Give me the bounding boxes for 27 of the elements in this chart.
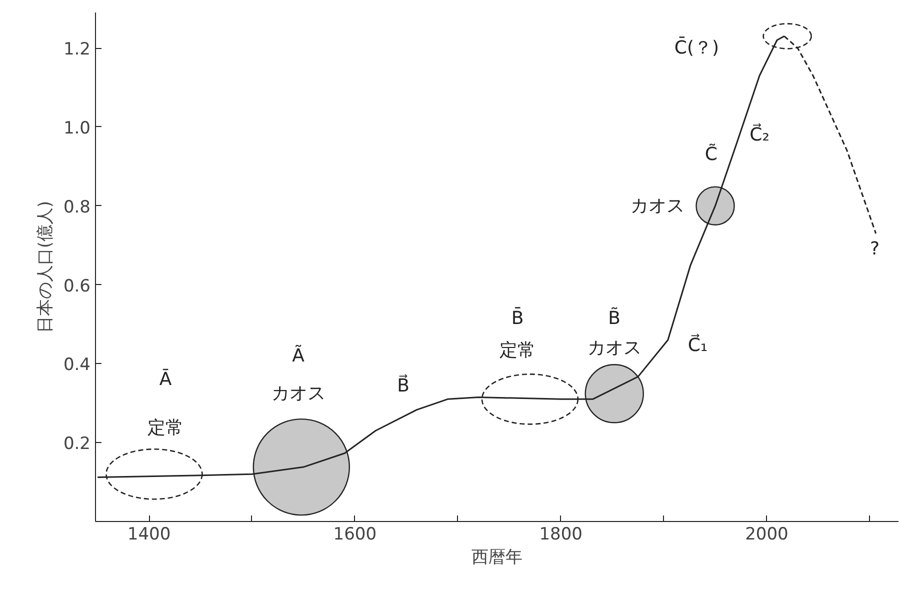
y-axis-title: 日本の人口(億人): [35, 200, 56, 334]
annotation: C⃗₁: [688, 334, 708, 356]
x-tick-label: 1600: [333, 524, 377, 544]
y-tick-label: 1.2: [63, 40, 91, 60]
annotation: C̄(？): [674, 36, 720, 59]
annotation: Ā: [159, 368, 172, 390]
annotation: Ã: [292, 344, 306, 366]
annotation: B⃗: [397, 374, 410, 396]
annotation: C⃗₂: [750, 123, 770, 146]
y-tick-label: 0.6: [63, 276, 91, 296]
y-tick-label: 0.4: [63, 355, 91, 376]
x-axis-title: 西暦年: [472, 548, 522, 568]
annotation: C̃: [704, 142, 718, 166]
y-tick-label: 0.8: [63, 197, 91, 218]
y-tick-label: 0.2: [63, 434, 91, 454]
annotation: カオス: [271, 383, 326, 404]
annotation: 定常: [500, 340, 536, 361]
annotation: B̄: [511, 306, 524, 329]
annotation: B̃: [608, 306, 621, 329]
x-tick-label: 2000: [745, 524, 788, 544]
annotation: カオス: [630, 195, 685, 216]
annotation: ?: [870, 238, 880, 260]
x-tick-label: 1800: [539, 524, 582, 544]
annotation: 定常: [148, 417, 184, 438]
y-tick-label: 1.0: [63, 118, 91, 138]
x-tick-label: 1400: [127, 524, 171, 544]
annotation: カオス: [587, 337, 642, 358]
